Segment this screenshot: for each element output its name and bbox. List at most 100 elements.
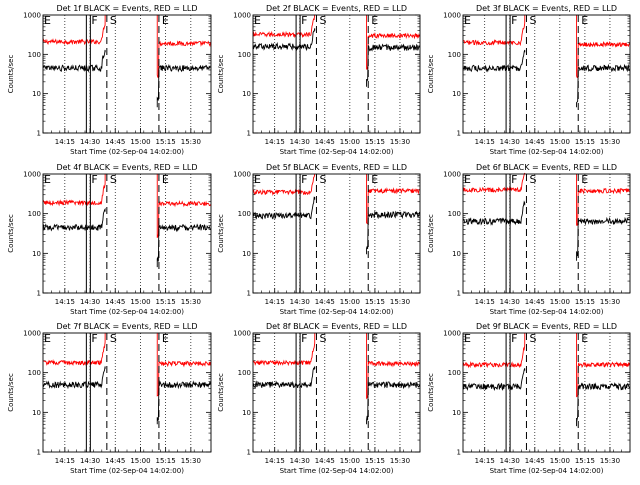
data-series-line <box>252 173 316 197</box>
chart-panel-1: Det 1f BLACK = Events, RED = LLD Counts/s… <box>7 4 212 156</box>
x-tick-label: 15:30 <box>181 298 201 306</box>
x-axis-label: Start Time (02-Sep-04 14:02:00) <box>490 308 604 316</box>
y-tick-label: 1 <box>457 130 461 138</box>
marker-label: E <box>162 173 169 186</box>
x-axis-label: Start Time (02-Sep-04 14:02:00) <box>70 467 184 475</box>
x-tick-label: 15:00 <box>340 138 360 146</box>
y-tick-label: 1000 <box>443 330 461 338</box>
marker-label: E <box>581 173 588 186</box>
x-tick-label: 15:00 <box>340 298 360 306</box>
data-series-line <box>462 332 526 369</box>
x-tick-label: 14:45 <box>315 457 335 465</box>
marker-label: E <box>371 14 378 27</box>
data-series-line <box>156 174 211 238</box>
y-tick-label: 100 <box>448 369 461 377</box>
y-axis-label: Counts/sec <box>217 214 225 253</box>
x-tick-label: 14:45 <box>315 138 335 146</box>
y-tick-label: 10 <box>242 90 251 98</box>
marker-label: E <box>581 332 588 345</box>
y-axis-label: Counts/sec <box>427 55 435 94</box>
plot-frame <box>42 332 212 453</box>
x-tick-label: 14:30 <box>500 138 520 146</box>
marker-label: E <box>581 14 588 27</box>
x-tick-label: 14:15 <box>55 298 75 306</box>
y-tick-label: 100 <box>28 51 41 59</box>
data-series-line <box>42 366 106 390</box>
x-axis-label: Start Time (02-Sep-04 14:02:00) <box>280 308 394 316</box>
x-tick-label: 14:15 <box>265 138 285 146</box>
marker-label: E <box>371 173 378 186</box>
y-axis-label: Counts/sec <box>217 373 225 412</box>
chart-panel-5: Det 5f BLACK = Events, RED = LLD Counts/s… <box>217 163 421 316</box>
marker-label: E <box>162 14 169 27</box>
data-series-line <box>42 14 106 46</box>
marker-label: E <box>254 332 261 345</box>
data-series-line <box>42 173 106 207</box>
x-tick-label: 14:30 <box>290 298 310 306</box>
marker-label: E <box>464 14 471 27</box>
chart-title: Det 8f BLACK = Events, RED = LLD <box>266 322 407 331</box>
y-axis-label: Counts/sec <box>7 373 15 412</box>
y-tick-label: 10 <box>452 250 461 258</box>
x-tick-label: 15:15 <box>156 298 176 306</box>
y-tick-label: 1000 <box>233 330 251 338</box>
chart-panel-6: Det 6f BLACK = Events, RED = LLD Counts/s… <box>427 163 631 316</box>
x-tick-label: 14:45 <box>105 298 125 306</box>
marker-label: F <box>91 173 97 186</box>
marker-label: S <box>110 173 117 186</box>
y-axis-label: Counts/sec <box>427 214 435 253</box>
y-axis-label: Counts/sec <box>427 373 435 412</box>
data-series-line <box>462 368 526 392</box>
marker-label: S <box>529 332 536 345</box>
data-series-line <box>156 63 211 108</box>
data-series-line <box>156 380 211 425</box>
x-tick-label: 14:30 <box>290 138 310 146</box>
x-tick-label: 14:45 <box>105 138 125 146</box>
x-axis-label: Start Time (02-Sep-04 14:02:00) <box>490 467 604 475</box>
x-tick-label: 14:45 <box>315 298 335 306</box>
chart-title: Det 5f BLACK = Events, RED = LLD <box>266 163 407 172</box>
y-tick-label: 1000 <box>443 12 461 20</box>
x-tick-label: 14:45 <box>105 457 125 465</box>
y-tick-label: 1 <box>247 130 251 138</box>
marker-label: E <box>44 332 51 345</box>
x-tick-label: 15:00 <box>550 138 570 146</box>
x-tick-label: 15:30 <box>181 457 201 465</box>
x-tick-label: 15:00 <box>130 138 150 146</box>
x-tick-label: 15:30 <box>390 457 410 465</box>
x-tick-label: 14:15 <box>475 457 495 465</box>
x-tick-label: 14:15 <box>55 138 75 146</box>
y-tick-label: 100 <box>448 51 461 59</box>
y-tick-label: 100 <box>28 369 41 377</box>
y-tick-label: 1 <box>457 449 461 457</box>
marker-label: S <box>319 332 326 345</box>
data-series-line <box>576 216 630 261</box>
marker-label: F <box>91 14 97 27</box>
x-tick-label: 14:45 <box>525 298 545 306</box>
x-tick-label: 15:15 <box>575 138 595 146</box>
data-series-line <box>156 333 211 397</box>
y-tick-label: 10 <box>32 409 41 417</box>
chart-title: Det 9f BLACK = Events, RED = LLD <box>476 322 617 331</box>
plot-frame <box>462 14 631 134</box>
marker-label: S <box>110 332 117 345</box>
data-series-line <box>252 14 316 39</box>
data-series-line <box>366 15 420 70</box>
y-tick-label: 10 <box>242 409 251 417</box>
data-series-line <box>576 15 630 79</box>
data-series-line <box>366 174 420 224</box>
y-tick-label: 100 <box>238 369 251 377</box>
chart-title: Det 2f BLACK = Events, RED = LLD <box>266 4 407 13</box>
y-tick-label: 1000 <box>443 171 461 179</box>
y-tick-label: 1000 <box>23 12 41 20</box>
plot-frame <box>42 173 212 294</box>
x-tick-label: 15:15 <box>575 457 595 465</box>
data-series-line <box>156 223 211 268</box>
plot-frame <box>42 14 212 134</box>
plot-frame <box>252 14 421 134</box>
marker-label: E <box>44 14 51 27</box>
x-tick-label: 14:15 <box>265 457 285 465</box>
x-tick-label: 15:15 <box>156 138 176 146</box>
x-tick-label: 15:15 <box>575 298 595 306</box>
